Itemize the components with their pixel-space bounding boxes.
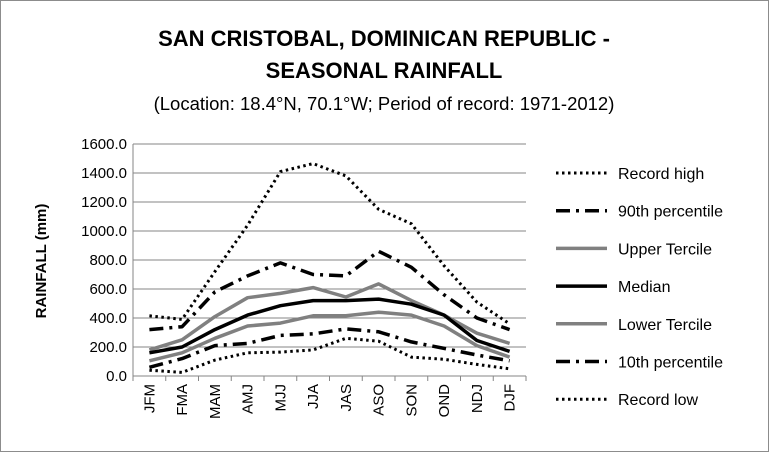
legend-label: Record high: [618, 166, 704, 183]
legend: Record high 90th percentile Upper Tercile M…: [556, 166, 723, 409]
y-tick-label: 0.0: [106, 368, 127, 385]
y-tick-label: 800.0: [89, 252, 127, 269]
series-line-90th-percentile: [149, 249, 511, 332]
y-tick-label: 600.0: [89, 281, 127, 298]
series-line-lower-tercile: [148, 310, 511, 363]
chart-title-line2: SEASONAL RAINFALL: [266, 58, 503, 83]
x-tick-label: NDJ: [469, 384, 486, 413]
legend-label: 10th percentile: [618, 355, 723, 372]
x-tick-label: DJF: [502, 384, 519, 412]
y-tick-label: 1000.0: [81, 223, 127, 240]
x-tick-label: MJJ: [272, 384, 289, 412]
series-line-10th-percentile: [148, 327, 510, 369]
x-tick-label: SON: [403, 384, 420, 417]
y-tick-label: 1400.0: [81, 165, 127, 182]
x-tick-label: MAM: [207, 384, 224, 419]
y-tick-label: 400.0: [89, 310, 127, 327]
y-tick-label: 1200.0: [81, 194, 127, 211]
x-tick-label: AMJ: [240, 384, 257, 414]
chart-title-line1: SAN CRISTOBAL, DOMINICAN REPUBLIC -: [158, 26, 610, 51]
legend-label: 90th percentile: [618, 204, 723, 221]
x-tick-label: FMA: [174, 384, 191, 416]
y-axis-label: RAINFALL (mm): [33, 204, 50, 319]
legend-label: Upper Tercile: [618, 241, 712, 258]
series-line-record-low: [149, 336, 510, 374]
y-tick-label: 1600.0: [81, 136, 127, 153]
legend-label: Record low: [618, 392, 698, 409]
chart-subtitle: (Location: 18.4°N, 70.1°W; Period of rec…: [154, 93, 615, 114]
x-tick-label: JJA: [305, 384, 322, 409]
series-line-median: [149, 297, 511, 355]
legend-label: Median: [618, 279, 670, 296]
x-tick-label: ASO: [371, 384, 388, 416]
x-tick-label: JFM: [141, 384, 158, 413]
x-tick-label: JAS: [338, 384, 355, 412]
legend-label: Lower Tercile: [618, 317, 712, 334]
y-tick-label: 200.0: [89, 339, 127, 356]
x-tick-label: OND: [436, 384, 453, 418]
plot-area: 0.0 200.0 400.0 600.0 800.0 1000.0 1200.0 1400.…: [81, 136, 527, 419]
